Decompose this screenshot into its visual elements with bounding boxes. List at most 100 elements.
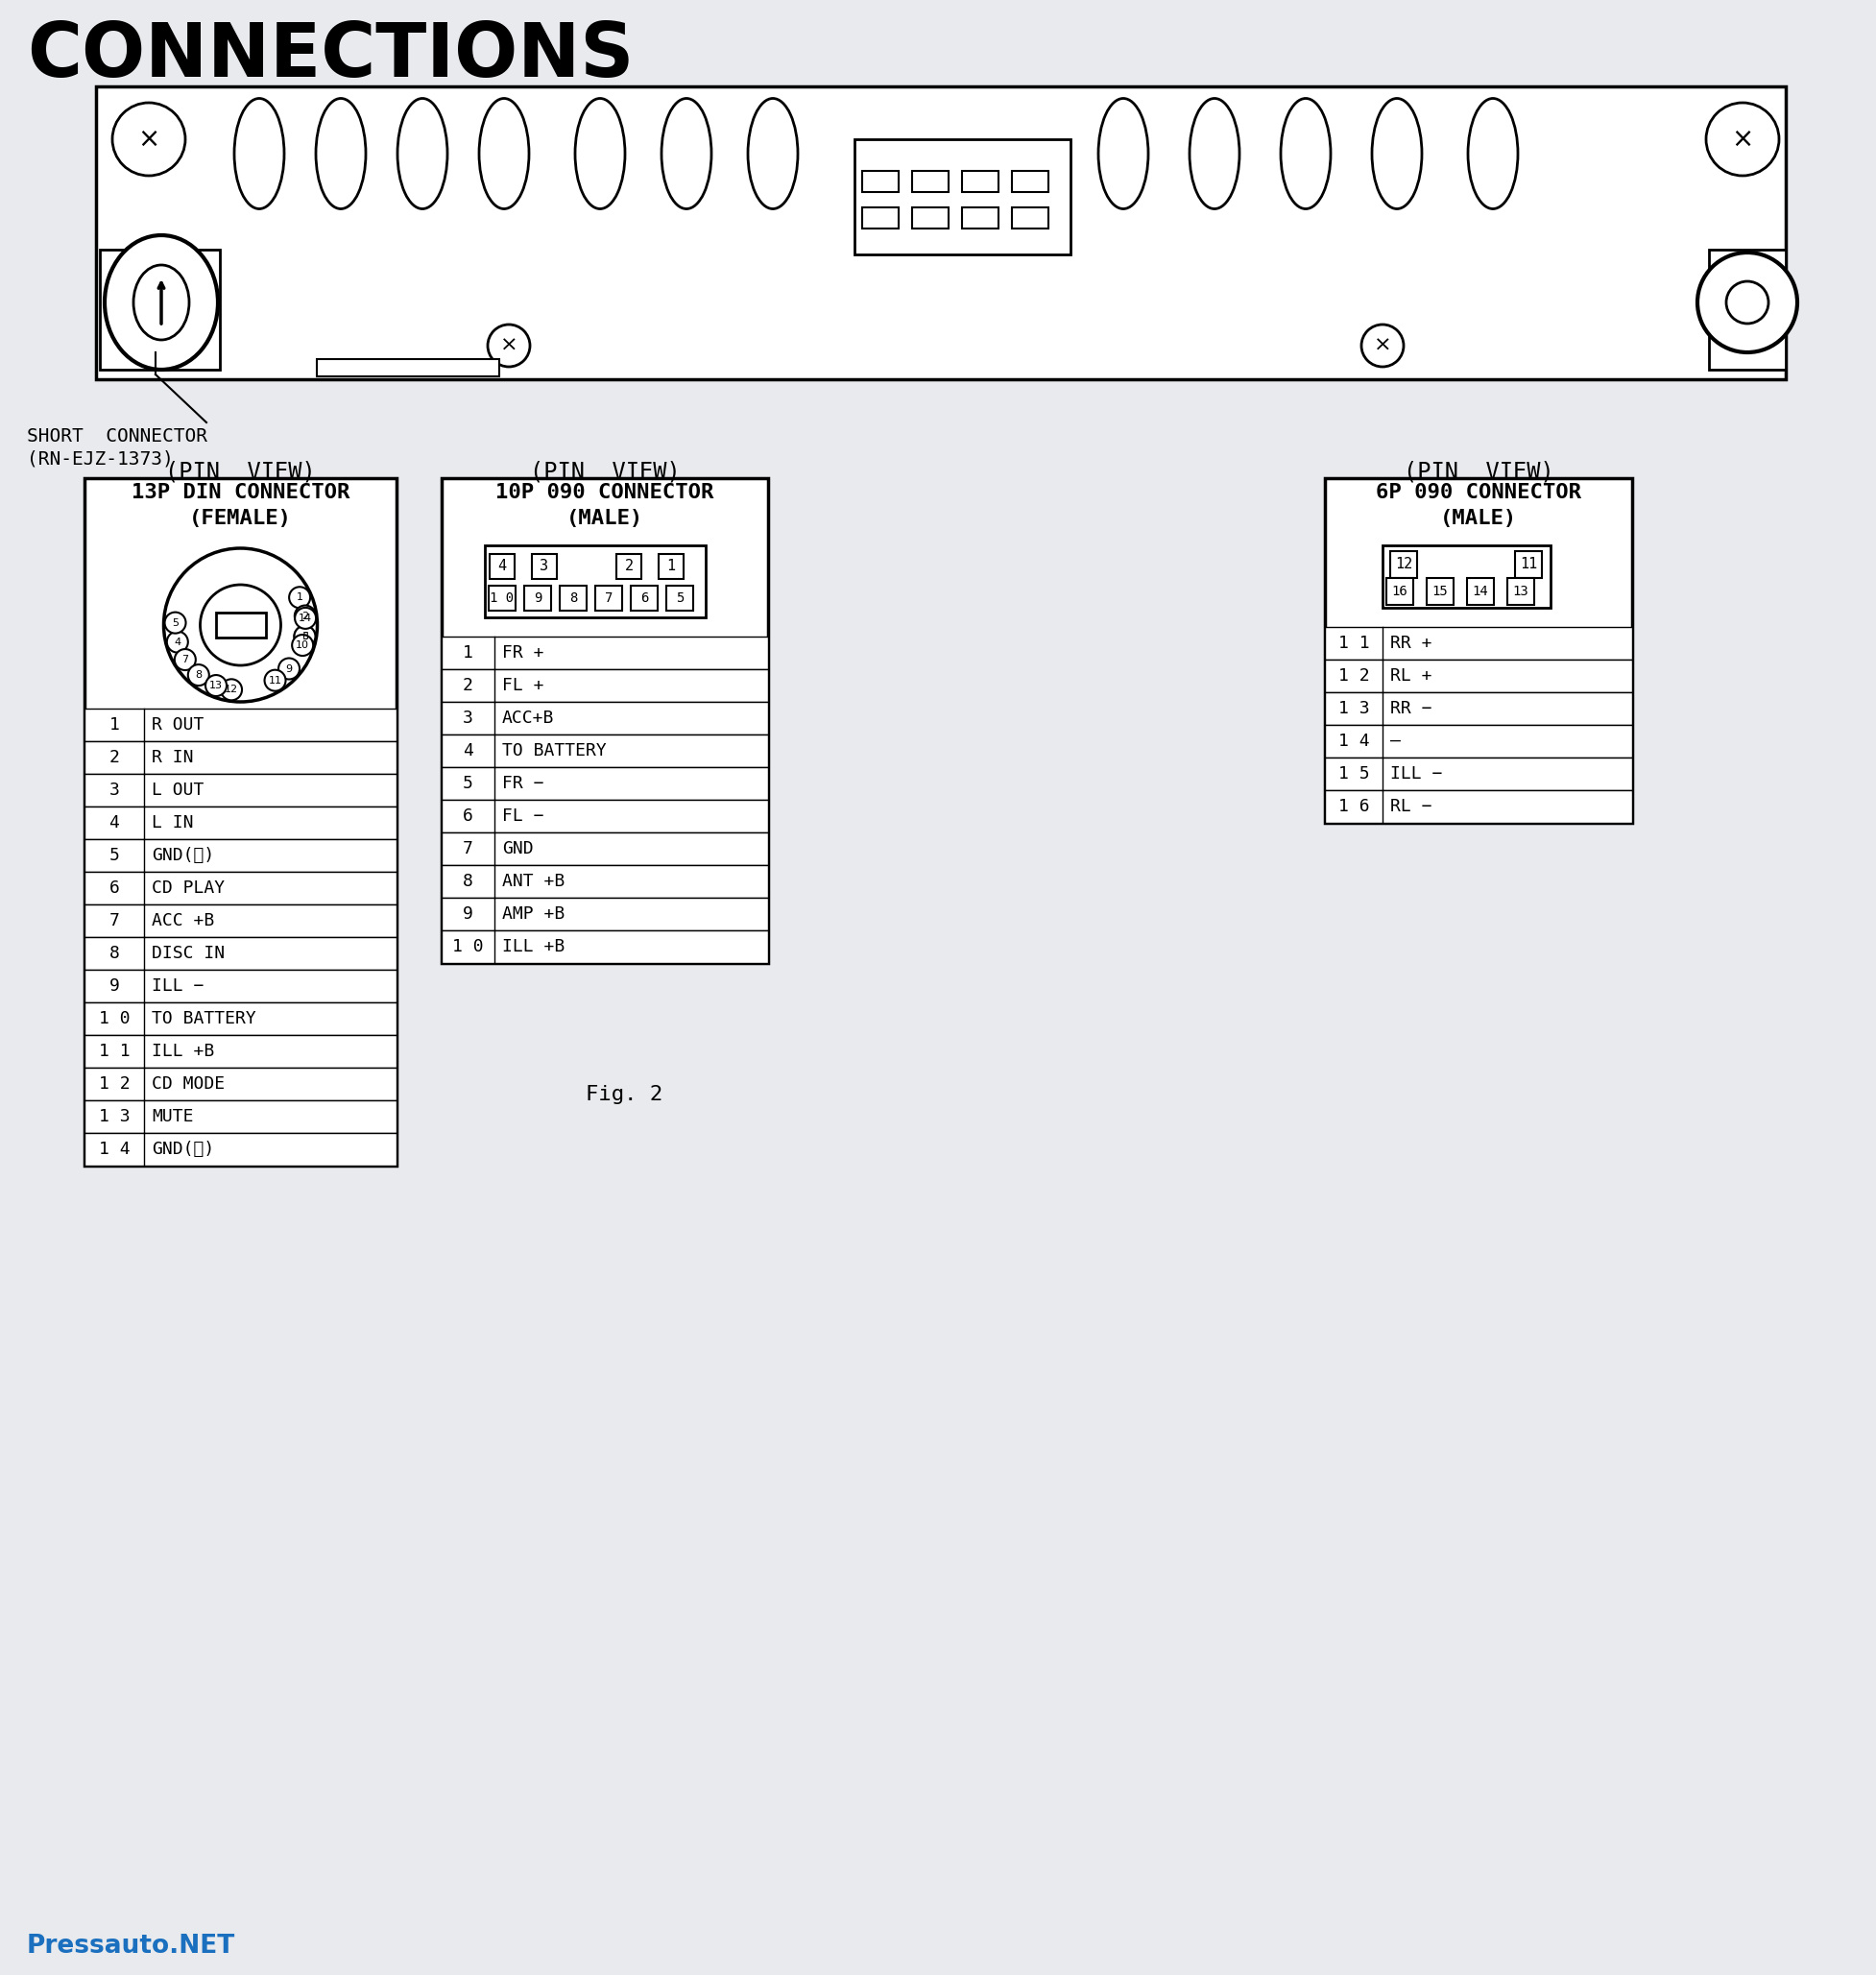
Ellipse shape bbox=[662, 99, 711, 209]
Bar bbox=[441, 865, 767, 899]
Text: 6: 6 bbox=[640, 591, 649, 604]
Text: 7: 7 bbox=[182, 656, 189, 664]
Text: ×: × bbox=[1373, 336, 1392, 355]
Text: 6: 6 bbox=[109, 879, 120, 897]
Text: SHORT  CONNECTOR: SHORT CONNECTOR bbox=[26, 427, 208, 446]
Text: 1: 1 bbox=[296, 592, 304, 602]
Text: 9: 9 bbox=[463, 905, 473, 922]
Bar bbox=[96, 87, 1786, 379]
Bar bbox=[863, 207, 899, 229]
Bar bbox=[1011, 172, 1049, 192]
Text: 8: 8 bbox=[568, 591, 578, 604]
Text: 1 4: 1 4 bbox=[99, 1142, 129, 1157]
Bar bbox=[559, 587, 587, 610]
Bar bbox=[1383, 545, 1551, 608]
Text: 4: 4 bbox=[174, 638, 180, 646]
Text: RR +: RR + bbox=[1390, 634, 1431, 652]
Text: 14: 14 bbox=[1473, 585, 1488, 598]
Text: 4: 4 bbox=[463, 743, 473, 760]
Bar bbox=[1324, 478, 1632, 824]
Text: 13: 13 bbox=[1512, 585, 1529, 598]
Text: R IN: R IN bbox=[152, 749, 193, 766]
Text: FR −: FR − bbox=[503, 774, 544, 792]
Text: ×: × bbox=[137, 126, 159, 152]
Text: (MALE): (MALE) bbox=[567, 510, 643, 527]
Bar bbox=[84, 1003, 396, 1035]
Text: 2: 2 bbox=[463, 677, 473, 693]
Ellipse shape bbox=[478, 99, 529, 209]
Circle shape bbox=[163, 549, 317, 701]
Bar bbox=[1324, 626, 1632, 660]
Text: 1 4: 1 4 bbox=[1338, 733, 1369, 751]
Bar bbox=[595, 587, 623, 610]
Bar bbox=[84, 1100, 396, 1134]
Ellipse shape bbox=[1097, 99, 1148, 209]
Text: 5: 5 bbox=[173, 618, 178, 628]
Bar bbox=[84, 871, 396, 905]
Text: 11: 11 bbox=[268, 675, 281, 685]
Text: CD MODE: CD MODE bbox=[152, 1074, 225, 1092]
Bar bbox=[84, 970, 396, 1003]
Text: RL −: RL − bbox=[1390, 798, 1431, 816]
Text: 1 1: 1 1 bbox=[99, 1043, 129, 1061]
Bar bbox=[84, 741, 396, 774]
Bar bbox=[84, 774, 396, 806]
Text: CD PLAY: CD PLAY bbox=[152, 879, 225, 897]
Text: ILL −: ILL − bbox=[152, 978, 204, 995]
Text: 1: 1 bbox=[666, 559, 675, 573]
Circle shape bbox=[221, 679, 242, 701]
Text: 5: 5 bbox=[675, 591, 683, 604]
Ellipse shape bbox=[1189, 99, 1240, 209]
Text: 5: 5 bbox=[109, 847, 120, 865]
Text: 9: 9 bbox=[533, 591, 542, 604]
Bar bbox=[962, 172, 998, 192]
Bar bbox=[1011, 207, 1049, 229]
Text: 12: 12 bbox=[1396, 557, 1413, 571]
Bar bbox=[441, 800, 767, 831]
Circle shape bbox=[201, 585, 281, 666]
Bar bbox=[84, 806, 396, 839]
Text: 6: 6 bbox=[302, 632, 308, 642]
Text: 3: 3 bbox=[302, 632, 308, 642]
Bar bbox=[1324, 660, 1632, 693]
Text: RR −: RR − bbox=[1390, 699, 1431, 717]
Text: MUTE: MUTE bbox=[152, 1108, 193, 1126]
Text: 6: 6 bbox=[463, 808, 473, 826]
Ellipse shape bbox=[749, 99, 797, 209]
Text: ILL −: ILL − bbox=[1390, 764, 1443, 782]
Bar bbox=[1324, 693, 1632, 725]
Text: R OUT: R OUT bbox=[152, 717, 204, 733]
Bar bbox=[630, 587, 658, 610]
Text: ILL +B: ILL +B bbox=[503, 938, 565, 956]
Bar bbox=[84, 709, 396, 741]
Circle shape bbox=[1362, 324, 1403, 367]
Text: 4: 4 bbox=[497, 559, 507, 573]
Text: ×: × bbox=[499, 336, 518, 355]
Text: (PIN  VIEW): (PIN VIEW) bbox=[529, 460, 681, 484]
Bar bbox=[854, 138, 1071, 255]
Circle shape bbox=[1698, 253, 1797, 352]
Bar bbox=[216, 612, 266, 638]
Circle shape bbox=[1705, 103, 1778, 176]
Circle shape bbox=[488, 324, 529, 367]
Circle shape bbox=[295, 626, 315, 648]
Circle shape bbox=[188, 664, 208, 685]
Ellipse shape bbox=[398, 99, 446, 209]
Text: 1: 1 bbox=[463, 644, 473, 662]
Bar bbox=[962, 207, 998, 229]
Bar bbox=[441, 766, 767, 800]
Text: 11: 11 bbox=[1520, 557, 1536, 571]
Bar bbox=[441, 701, 767, 735]
Bar bbox=[658, 555, 683, 579]
Text: DISC IN: DISC IN bbox=[152, 944, 225, 962]
Text: ANT +B: ANT +B bbox=[503, 873, 565, 891]
Text: 9: 9 bbox=[285, 664, 293, 673]
Bar bbox=[1467, 579, 1493, 604]
Text: —: — bbox=[1390, 733, 1401, 751]
Bar bbox=[912, 207, 949, 229]
Bar bbox=[488, 587, 516, 610]
Bar bbox=[84, 1035, 396, 1068]
Text: L IN: L IN bbox=[152, 814, 193, 831]
Text: 15: 15 bbox=[1431, 585, 1448, 598]
Text: CONNECTIONS: CONNECTIONS bbox=[26, 20, 634, 93]
